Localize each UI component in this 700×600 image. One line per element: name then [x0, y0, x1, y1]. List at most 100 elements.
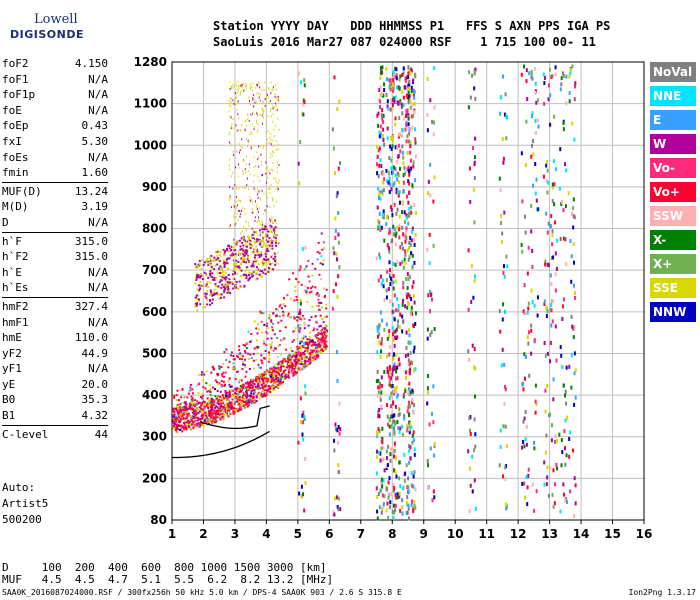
param-mufd: MUF(D) 13.24: [2, 184, 108, 200]
param-value: 315.0: [74, 234, 108, 248]
param-value: 315.0: [74, 250, 108, 264]
param-value: 4.32: [81, 409, 109, 423]
param-label: C-level: [2, 427, 49, 441]
param-yf1: yF1 N/A: [2, 361, 108, 377]
param-value: N/A: [88, 88, 108, 102]
param-he: h`E N/A: [2, 265, 108, 281]
param-label: D: [2, 215, 9, 229]
param-d: D N/A: [2, 215, 108, 231]
param-yf2: yF2 44.9: [2, 346, 108, 362]
param-label: foE: [2, 103, 22, 117]
param-separator: [2, 296, 108, 298]
param-b1: B1 4.32: [2, 408, 108, 424]
param-label: foEp: [2, 119, 29, 133]
y-tick-label: 900: [142, 180, 167, 194]
param-value: 44: [94, 427, 108, 441]
x-tick-label: 7: [357, 527, 365, 541]
param-value: 20.0: [81, 377, 109, 391]
param-value: 5.30: [81, 134, 109, 148]
param-hes: h`Es N/A: [2, 280, 108, 296]
x-tick-label: 11: [478, 527, 495, 541]
distance-row: D 100 200 400 600 800 1000 1500 3000 [km…: [2, 561, 327, 574]
param-label: hmE: [2, 331, 22, 345]
param-value: 110.0: [74, 331, 108, 345]
auto-version: 500200: [2, 513, 42, 526]
param-hf2: h`F2 315.0: [2, 249, 108, 265]
y-tick-label: 600: [142, 305, 167, 319]
legend-sse: SSE: [650, 278, 696, 298]
param-label: hmF1: [2, 315, 29, 329]
profile-curve: [171, 430, 270, 459]
ionogram-plot: 1 2 3 4 5 6 7 8 9 10 11 12 13 14 15 1680200300400500600…: [134, 55, 653, 541]
param-clevel: C-level 44: [2, 427, 108, 443]
param-value: N/A: [88, 281, 108, 295]
param-value: 327.4: [74, 299, 108, 313]
param-md: M(D) 3.19: [2, 199, 108, 215]
x-tick-label: 5: [294, 527, 302, 541]
param-label: MUF(D): [2, 184, 42, 198]
legend-ssw: SSW: [650, 206, 696, 226]
param-label: foF1p: [2, 88, 36, 102]
y-tick-label: 80: [150, 513, 167, 527]
param-label: foF2: [2, 57, 29, 70]
y-tick-label: 1100: [134, 97, 167, 111]
param-value: N/A: [88, 315, 108, 329]
x-tick-label: 12: [510, 527, 527, 541]
legend-vominus: Vo-: [650, 158, 696, 178]
x-tick-label: 16: [636, 527, 653, 541]
y-tick-label: 700: [142, 263, 167, 277]
x-tick-label: 8: [388, 527, 396, 541]
legend-nnw: NNW: [650, 302, 696, 322]
legend-voplus: Vo+: [650, 182, 696, 202]
param-value: N/A: [88, 215, 108, 229]
digisonde-logo: Lowell DIGISONDE: [0, 0, 110, 46]
param-label: B0: [2, 393, 16, 407]
param-label: foF1: [2, 72, 29, 86]
param-hme: hmE 110.0: [2, 330, 108, 346]
param-value: N/A: [88, 103, 108, 117]
x-tick-label: 13: [541, 527, 558, 541]
auto-label: Auto:: [2, 481, 36, 494]
param-value: 4.150: [74, 57, 108, 70]
x-tick-label: 9: [420, 527, 428, 541]
polarization-legend: NoVal NNE E W Vo- Vo+ SSW X- X+ SSE NNW: [650, 62, 696, 326]
param-fof2: foF2 4.150: [2, 56, 108, 72]
auto-artist: Artist5: [2, 497, 49, 510]
param-fmin: fmin 1.60: [2, 165, 108, 181]
param-b0: B0 35.3: [2, 392, 108, 408]
param-separator: [2, 231, 108, 233]
x-tick-label: 4: [262, 527, 270, 541]
param-label: B1: [2, 409, 16, 423]
param-label: foEs: [2, 150, 29, 164]
param-hmf1: hmF1 N/A: [2, 315, 108, 331]
param-hf: h`F 315.0: [2, 234, 108, 250]
param-value: N/A: [88, 362, 108, 376]
param-value: 44.9: [81, 346, 109, 360]
y-tick-label: 300: [142, 430, 167, 444]
param-value: N/A: [88, 265, 108, 279]
y-tick-label: 200: [142, 471, 167, 485]
x-tick-label: 14: [573, 527, 590, 541]
param-label: yF2: [2, 346, 22, 360]
y-tick-label: 1280: [134, 55, 167, 69]
param-label: fmin: [2, 166, 29, 180]
param-fxi: fxI 5.30: [2, 134, 108, 150]
param-fof1: foF1 N/A: [2, 72, 108, 88]
param-hmf2: hmF2 327.4: [2, 299, 108, 315]
header-values: SaoLuis 2016 Mar27 087 024000 RSF 1 715 …: [213, 35, 596, 49]
muf-row: MUF 4.5 4.5 4.7 5.1 5.5 6.2 8.2 13.2 [MH…: [2, 573, 334, 586]
x-tick-label: 15: [604, 527, 621, 541]
param-foes: foEs N/A: [2, 150, 108, 166]
param-label: yE: [2, 377, 16, 391]
legend-e: E: [650, 110, 696, 130]
param-label: M(D): [2, 200, 29, 214]
software-version: Ion2Png 1.3.17: [628, 588, 696, 597]
param-value: 35.3: [81, 393, 109, 407]
param-foep: foEp 0.43: [2, 118, 108, 134]
param-value: N/A: [88, 150, 108, 164]
x-tick-label: 10: [447, 527, 464, 541]
param-label: fxI: [2, 134, 22, 148]
legend-xminus: X-: [650, 230, 696, 250]
param-label: yF1: [2, 362, 22, 376]
param-value: 1.60: [81, 166, 109, 180]
